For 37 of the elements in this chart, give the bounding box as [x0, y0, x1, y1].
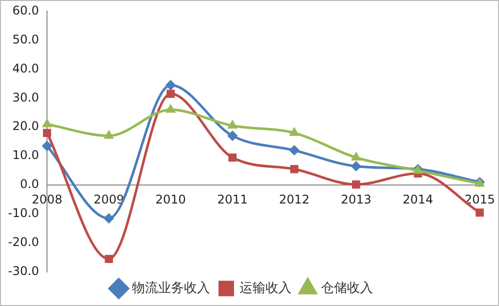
- y-tick-label: -10.0: [8, 206, 40, 220]
- point: [42, 141, 52, 151]
- point: [166, 80, 176, 90]
- y-tick-label: 50.0: [12, 32, 40, 46]
- point: [166, 90, 175, 98]
- point: [166, 104, 175, 113]
- y-tick-label: 10.0: [12, 148, 40, 162]
- legend-label: 仓储收入: [320, 280, 373, 296]
- y-tick-label: 40.0: [12, 61, 40, 76]
- point: [290, 165, 298, 174]
- point: [352, 152, 360, 161]
- y-tick-label: 0.0: [20, 177, 40, 192]
- point: [42, 128, 52, 137]
- point: [476, 208, 484, 217]
- point: [352, 180, 360, 189]
- legend-label: 物流业务收入: [132, 280, 210, 296]
- x-tick-label: 2011: [217, 192, 248, 206]
- x-tick-label: 2008: [32, 192, 62, 206]
- point: [351, 161, 361, 171]
- x-tick-label: 2010: [155, 192, 186, 206]
- x-tick-label: 2013: [340, 192, 372, 206]
- y-tick-label: 30.0: [12, 90, 40, 104]
- x-tick-label: 2014: [402, 192, 434, 206]
- point: [290, 146, 300, 156]
- y-tick-label: 60.0: [12, 3, 40, 18]
- y-tick-label: 20.0: [12, 119, 40, 134]
- legend-label: 运输收入: [239, 280, 292, 296]
- point: [228, 153, 237, 162]
- point: [104, 254, 113, 264]
- point: [42, 119, 52, 128]
- x-tick-label: 2015: [464, 192, 496, 206]
- point: [228, 120, 237, 129]
- point: [104, 214, 114, 224]
- y-tick-label: -30.0: [8, 264, 40, 278]
- point: [228, 131, 238, 141]
- y-tick-label: -20.0: [8, 235, 40, 250]
- x-tick-label: 2012: [279, 192, 310, 206]
